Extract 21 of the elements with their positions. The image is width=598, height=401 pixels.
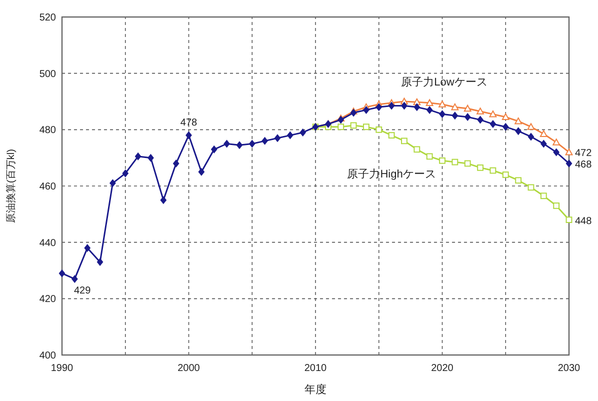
series-label: 原子力Highケース	[347, 167, 436, 180]
x-tick-label: 2000	[178, 363, 200, 374]
series-label: 原子力Lowケース	[401, 76, 488, 88]
x-tick-label: 2020	[431, 363, 454, 374]
annotation: 448	[575, 216, 592, 227]
y-tick-label: 460	[39, 182, 56, 192]
annotation: 478	[180, 117, 198, 128]
x-tick-label: 2030	[558, 363, 581, 374]
y-tick-label: 400	[39, 350, 56, 362]
y-tick-label: 440	[39, 238, 56, 249]
x-axis-title: 年度	[304, 383, 326, 396]
y-tick-label: 480	[39, 125, 56, 136]
y-tick-label: 420	[39, 294, 56, 306]
x-tick-label: 1990	[50, 363, 74, 374]
annotation: 429	[74, 285, 92, 296]
y-tick-label: 520	[39, 12, 56, 24]
annotation: 472	[575, 148, 592, 160]
y-tick-label: 500	[39, 68, 56, 80]
annotation: 468	[575, 159, 592, 170]
y-axis-title: 原油換算(百万kl)	[5, 149, 17, 223]
x-tick-label: 2010	[304, 363, 328, 374]
